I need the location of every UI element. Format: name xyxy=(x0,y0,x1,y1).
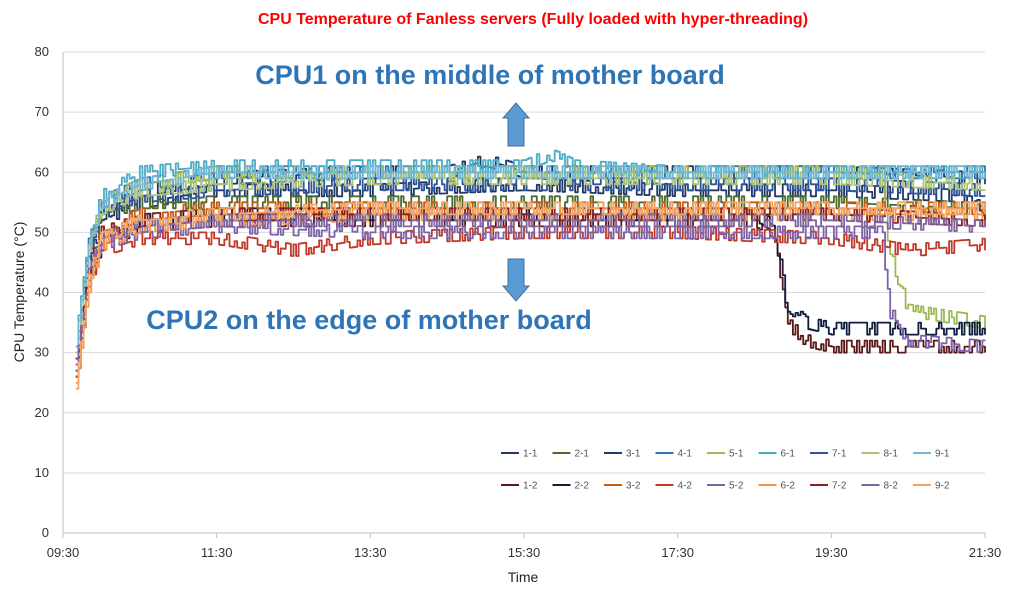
x-tick-label: 21:30 xyxy=(969,545,1002,560)
legend: 1-1 2-1 3-1 4-1 5-1 6-1 7-1 8-1 9-1 1-2 2-2 3-2 4-2 5… xyxy=(501,449,950,492)
cpu1-annotation: CPU1 on the middle of mother board xyxy=(255,60,725,90)
annotations: CPU1 on the middle of mother board CPU2 … xyxy=(146,60,725,335)
y-tick-label: 20 xyxy=(35,405,49,420)
legend-label: 3-2 xyxy=(626,481,641,492)
legend-label: 2-2 xyxy=(575,481,590,492)
legend-label: 2-1 xyxy=(575,449,590,460)
y-tick-label: 70 xyxy=(35,104,49,119)
x-tick-label: 09:30 xyxy=(47,545,80,560)
legend-label: 6-2 xyxy=(781,481,796,492)
legend-label: 7-1 xyxy=(832,449,847,460)
y-tick-label: 40 xyxy=(35,285,49,300)
y-tick-label: 10 xyxy=(35,465,49,480)
legend-label: 9-1 xyxy=(935,449,950,460)
legend-label: 8-1 xyxy=(884,449,899,460)
legend-label: 4-2 xyxy=(678,481,693,492)
series-line-8-2 xyxy=(75,213,986,366)
y-tick-labels: 0 10 20 30 40 50 60 70 80 xyxy=(35,44,49,540)
legend-label: 8-2 xyxy=(884,481,899,492)
x-tick-labels: 09:30 11:30 13:30 15:30 17:30 19:30 21:30 xyxy=(47,533,1002,560)
legend-label: 9-2 xyxy=(935,481,950,492)
legend-label: 1-1 xyxy=(523,449,538,460)
y-tick-label: 80 xyxy=(35,44,49,59)
y-tick-label: 60 xyxy=(35,164,49,179)
chart-title: CPU Temperature of Fanless servers (Full… xyxy=(258,11,808,28)
x-tick-label: 11:30 xyxy=(201,545,233,560)
legend-label: 5-2 xyxy=(729,481,744,492)
y-tick-label: 50 xyxy=(35,224,49,239)
cpu2-annotation: CPU2 on the edge of mother board xyxy=(146,305,592,335)
series-line-9-2 xyxy=(75,201,986,390)
series-lines xyxy=(75,149,986,390)
series-line-9-1 xyxy=(75,165,986,348)
x-tick-label: 13:30 xyxy=(354,545,387,560)
x-tick-label: 17:30 xyxy=(661,545,694,560)
arrow-down-icon xyxy=(501,258,531,302)
y-tick-label: 30 xyxy=(35,345,49,360)
x-axis-label: Time xyxy=(508,569,539,585)
legend-label: 3-1 xyxy=(626,449,641,460)
series-line-4-2 xyxy=(75,225,986,378)
x-tick-label: 19:30 xyxy=(815,545,848,560)
legend-label: 1-2 xyxy=(523,481,538,492)
legend-label: 5-1 xyxy=(729,449,744,460)
x-tick-label: 15:30 xyxy=(508,545,541,560)
arrow-up-icon xyxy=(501,102,531,147)
y-axis-label: CPU Temperature (°C) xyxy=(11,222,27,363)
legend-label: 6-1 xyxy=(781,449,796,460)
y-tick-label: 0 xyxy=(42,525,49,540)
legend-label: 7-2 xyxy=(832,481,847,492)
legend-label: 4-1 xyxy=(678,449,693,460)
